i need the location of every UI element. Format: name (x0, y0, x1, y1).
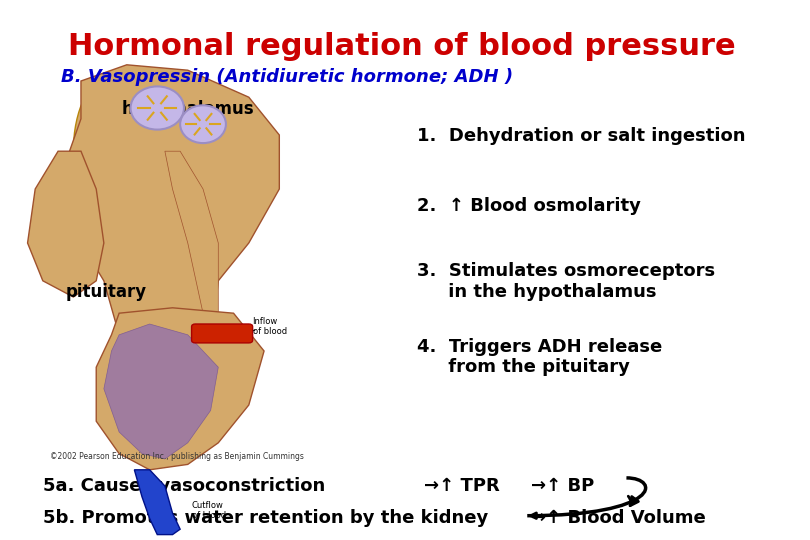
FancyArrowPatch shape (629, 496, 638, 505)
Text: 1.  Dehydration or salt ingestion: 1. Dehydration or salt ingestion (416, 127, 745, 145)
Text: →↑ BP: →↑ BP (531, 477, 595, 495)
Text: ©2002 Pearson Education Inc., publishing as Benjamin Cummings: ©2002 Pearson Education Inc., publishing… (50, 452, 305, 461)
Text: 3.  Stimulates osmoreceptors
     in the hypothalamus: 3. Stimulates osmoreceptors in the hypot… (416, 262, 714, 301)
Text: 2.  ↑ Blood osmolarity: 2. ↑ Blood osmolarity (416, 197, 641, 215)
Text: Hormonal regulation of blood pressure: Hormonal regulation of blood pressure (67, 32, 735, 62)
Text: →↑ Blood Volume: →↑ Blood Volume (531, 509, 706, 528)
Polygon shape (66, 65, 279, 459)
Text: pituitary: pituitary (66, 282, 147, 301)
Ellipse shape (130, 86, 184, 130)
Polygon shape (165, 151, 218, 313)
Text: →↑ TPR: →↑ TPR (424, 477, 500, 495)
Text: 5a. Causes vasoconstriction: 5a. Causes vasoconstriction (43, 477, 325, 495)
Text: Inflow
of blood: Inflow of blood (253, 317, 287, 336)
FancyBboxPatch shape (192, 324, 253, 343)
Text: 5b. Promotes water retention by the kidney: 5b. Promotes water retention by the kidn… (43, 509, 488, 528)
Polygon shape (104, 324, 218, 459)
Ellipse shape (180, 105, 226, 143)
Text: 4.  Triggers ADH release
     from the pituitary: 4. Triggers ADH release from the pituita… (416, 338, 662, 376)
Text: Cutflow
of blood: Cutflow of blood (192, 501, 226, 520)
Polygon shape (28, 151, 104, 297)
Polygon shape (96, 308, 264, 470)
Ellipse shape (74, 76, 150, 227)
Text: B. Vasopressin (Antidiuretic hormone; ADH ): B. Vasopressin (Antidiuretic hormone; AD… (61, 68, 513, 85)
Text: hypothalamus: hypothalamus (122, 100, 254, 118)
Polygon shape (134, 470, 180, 535)
